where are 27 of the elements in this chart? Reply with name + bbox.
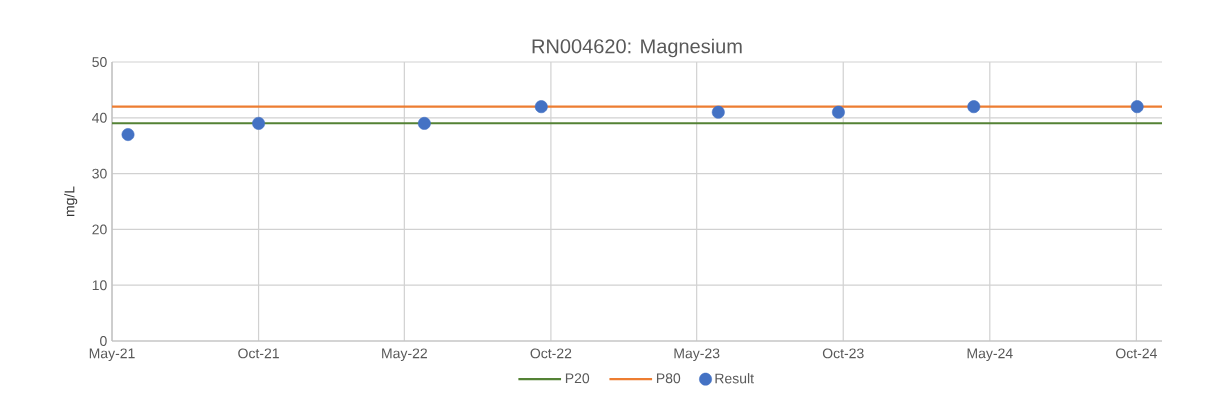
x-tick-label: May-22 <box>382 348 427 362</box>
legend-label: P80 <box>656 373 681 384</box>
point <box>1130 100 1144 114</box>
x-tick-label: Oct-21 <box>238 348 279 359</box>
point <box>417 116 431 130</box>
legend-label: P20 <box>565 373 590 384</box>
x-tick-label: Oct-23 <box>822 348 864 359</box>
point <box>252 116 265 130</box>
x-tick-label: May-21 <box>89 348 135 362</box>
point <box>832 105 845 119</box>
point <box>534 100 548 114</box>
x-tick-label: Oct-24 <box>1116 348 1157 359</box>
y-axis-title: mg/L <box>64 186 78 217</box>
point <box>121 128 135 141</box>
point <box>711 105 725 119</box>
y-tick-label: 30 <box>92 168 107 179</box>
y-tick-label: 20 <box>92 224 107 235</box>
y-tick-label: 0 <box>100 336 107 346</box>
x-tick-label: May-23 <box>674 348 720 362</box>
x-tick-label: Oct-22 <box>530 348 572 359</box>
y-tick-label: 10 <box>92 280 107 291</box>
y-tick-label: 50 <box>92 57 107 67</box>
legend-label: Result <box>715 373 754 384</box>
point <box>967 100 981 114</box>
chart-title: RN004620: Magnesium <box>532 38 742 58</box>
x-tick-label: May-24 <box>967 348 1013 362</box>
y-tick-label: 40 <box>92 112 107 123</box>
